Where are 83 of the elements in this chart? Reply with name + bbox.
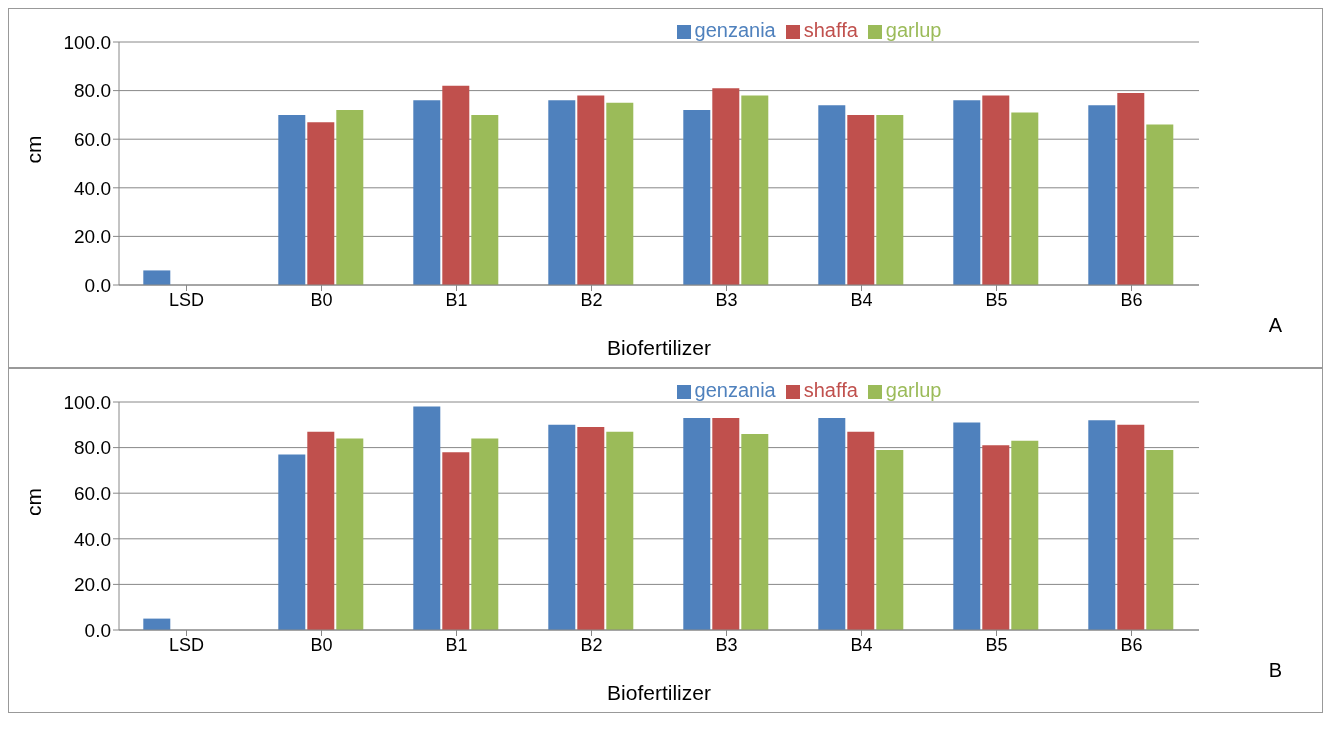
y-tick-label: 0.0	[84, 274, 111, 296]
x-tick-label: B5	[985, 634, 1008, 655]
bar	[1088, 420, 1116, 630]
legend-label: genzania	[694, 379, 776, 401]
y-axis-title: cm	[22, 488, 46, 516]
bar	[741, 95, 769, 285]
bar	[1011, 440, 1039, 630]
bar	[741, 433, 769, 630]
legend-label: shaffa	[803, 379, 858, 401]
bar	[577, 95, 605, 285]
bar	[982, 445, 1010, 630]
x-tick-label: B0	[310, 634, 333, 655]
bar	[818, 417, 846, 630]
bar	[982, 95, 1010, 285]
x-tick-label: B6	[1120, 289, 1143, 310]
legend-label: shaffa	[803, 19, 858, 41]
x-tick-label: B2	[580, 634, 603, 655]
bar	[471, 114, 499, 285]
bar	[278, 454, 306, 630]
bar	[606, 102, 634, 285]
bar	[683, 110, 711, 285]
x-tick-label: LSD	[168, 634, 205, 655]
bar	[1146, 124, 1174, 285]
bar	[442, 452, 470, 630]
x-tick-label: B1	[445, 634, 468, 655]
bar	[1117, 424, 1145, 630]
x-tick-label: B3	[715, 289, 738, 310]
y-tick-label: 20.0	[74, 226, 111, 248]
x-axis-title: Biofertilizer	[607, 336, 711, 359]
legend-label: genzania	[694, 19, 776, 41]
bar	[1117, 93, 1145, 285]
y-tick-label: 0.0	[84, 619, 111, 641]
bar	[413, 406, 441, 630]
x-tick-label: B5	[985, 289, 1008, 310]
bar	[876, 114, 904, 285]
bar	[307, 122, 335, 285]
y-tick-label: 20.0	[74, 574, 111, 596]
bar	[471, 438, 499, 630]
text: B	[1268, 659, 1282, 682]
bar	[953, 422, 981, 630]
x-tick-label: B0	[310, 289, 333, 310]
x-tick-label: B2	[580, 289, 603, 310]
bar	[336, 438, 364, 630]
bar	[847, 431, 875, 630]
bar	[143, 270, 171, 285]
y-tick-label: 100.0	[63, 391, 111, 413]
bar	[548, 100, 576, 285]
bar	[442, 85, 470, 285]
legend-label: garlup	[885, 379, 942, 401]
y-tick-label: 40.0	[74, 528, 111, 550]
bar	[1088, 105, 1116, 285]
x-axis-title: Biofertilizer	[607, 681, 711, 704]
x-tick-label: B6	[1120, 634, 1143, 655]
bar	[712, 417, 740, 630]
bar	[278, 114, 306, 285]
y-tick-label: 40.0	[74, 177, 111, 199]
bar	[683, 417, 711, 630]
bar	[1146, 449, 1174, 630]
y-tick-label: 100.0	[63, 31, 111, 53]
text: A	[1268, 314, 1282, 337]
x-tick-label: B4	[850, 634, 873, 655]
x-tick-label: B4	[850, 289, 873, 310]
bar	[953, 100, 981, 285]
bar	[413, 100, 441, 285]
bar	[818, 105, 846, 285]
x-tick-label: LSD	[168, 289, 205, 310]
bar	[548, 424, 576, 630]
y-tick-label: 80.0	[74, 437, 111, 459]
y-tick-label: 60.0	[74, 482, 111, 504]
bar	[1011, 112, 1039, 285]
legend-label: garlup	[885, 19, 942, 41]
bar	[307, 431, 335, 630]
bar	[336, 110, 364, 285]
bar	[712, 88, 740, 285]
x-tick-label: B1	[445, 289, 468, 310]
y-tick-label: 80.0	[74, 80, 111, 102]
bar	[606, 431, 634, 630]
bar	[876, 449, 904, 630]
y-tick-label: 60.0	[74, 128, 111, 150]
x-tick-label: B3	[715, 634, 738, 655]
y-axis-title: cm	[22, 135, 46, 164]
bar	[577, 427, 605, 630]
bar	[847, 114, 875, 285]
